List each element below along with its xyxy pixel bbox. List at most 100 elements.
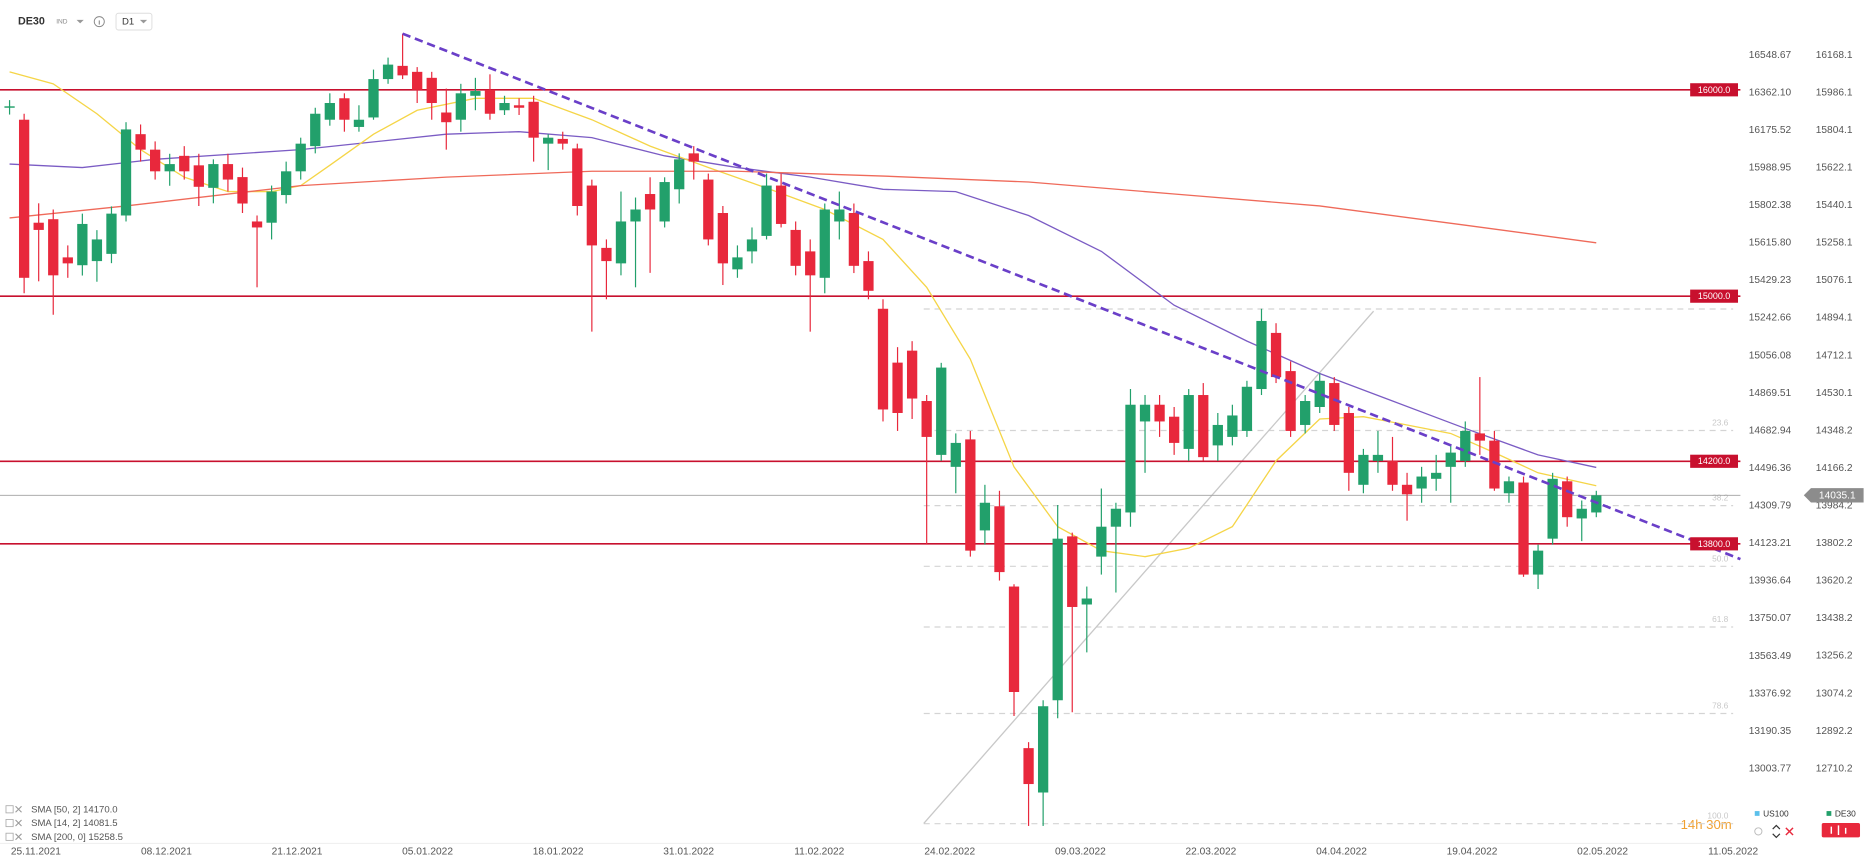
- visibility-icon[interactable]: [1754, 827, 1763, 836]
- timeframe-box[interactable]: [115, 12, 153, 31]
- candle-body: [1416, 476, 1427, 489]
- y-tick-label: 14530.1: [1816, 388, 1853, 399]
- y-tick-label: 15076.1: [1816, 275, 1853, 286]
- y-tick-label: 13802.2: [1816, 538, 1853, 549]
- symbol-dropdown[interactable]: [76, 19, 84, 24]
- candle-body: [703, 179, 714, 240]
- candle-body: [572, 148, 583, 206]
- candle-body: [1358, 454, 1369, 485]
- candle-body: [1314, 380, 1325, 407]
- info-icon[interactable]: [93, 16, 105, 28]
- candle-body: [1489, 440, 1500, 489]
- y2-tick-label: 15615.80: [1749, 238, 1792, 249]
- instrument-type: IND: [56, 18, 68, 25]
- candle-body: [179, 155, 190, 172]
- y2-tick-label: 14496.36: [1749, 463, 1792, 474]
- candle-body: [906, 350, 918, 399]
- x-tick-label: 11.05.2022: [1708, 846, 1758, 857]
- indicator-legend-icon: [5, 805, 14, 814]
- candle-body: [222, 164, 234, 180]
- candle-body: [499, 103, 510, 111]
- x-tick-label: 22.03.2022: [1186, 846, 1237, 857]
- levels-layer: [0, 88, 1741, 545]
- comparison-legend-label: DE30: [1835, 808, 1856, 818]
- candle-body: [77, 223, 88, 266]
- candle-body: [426, 77, 437, 104]
- candle-body: [1460, 430, 1471, 461]
- scale-icon[interactable]: [1772, 824, 1781, 839]
- x-tick-label: 09.03.2022: [1055, 846, 1106, 857]
- x-tick-label: 31.01.2022: [663, 846, 714, 857]
- candle-body: [1532, 550, 1544, 575]
- level-label: 13800.0: [1698, 539, 1730, 549]
- candle-body: [761, 185, 772, 236]
- indicator-legend-icon: [5, 832, 14, 841]
- indicator-legend-remove[interactable]: [15, 819, 22, 827]
- candle-body: [1547, 478, 1558, 539]
- candle-body: [819, 209, 830, 278]
- candle-body: [1562, 481, 1573, 518]
- indicator-legend-label: SMA [50, 2] 14170.0: [31, 804, 118, 815]
- indicator-legend-remove[interactable]: [15, 805, 22, 813]
- y2-tick-label: 14869.51: [1749, 388, 1792, 399]
- level-label-box: [1690, 289, 1739, 303]
- indicator-line: [9, 131, 1597, 469]
- timeframe[interactable]: D1: [122, 17, 134, 28]
- x-tick-label: 19.04.2022: [1447, 846, 1498, 857]
- y-tick-label: 16168.1: [1816, 50, 1853, 61]
- candle-body: [848, 213, 860, 266]
- candle-body: [412, 71, 423, 90]
- x-tick-label: 11.02.2022: [794, 846, 844, 857]
- candle-body: [586, 185, 598, 246]
- y-tick-label: 13620.2: [1816, 576, 1853, 587]
- candle-body: [455, 93, 466, 120]
- candle-body: [266, 191, 277, 223]
- x-tick-label: 02.05.2022: [1577, 846, 1628, 857]
- close-icon[interactable]: [1785, 827, 1794, 836]
- last-price-box: [1803, 488, 1864, 503]
- candle-body: [441, 112, 452, 123]
- candle-body: [965, 439, 976, 551]
- candle-body: [1372, 454, 1384, 461]
- timeframe-dropdown[interactable]: [139, 19, 148, 24]
- candles-layer: [4, 33, 1602, 826]
- candle-body: [732, 257, 743, 270]
- x-tick-label: 08.12.2021: [141, 846, 192, 857]
- candle-body: [1169, 416, 1180, 443]
- fib-level-label: 38.2: [1712, 493, 1729, 503]
- level-label: 14200.0: [1698, 456, 1730, 466]
- candle-body: [237, 177, 248, 204]
- y2-tick-label: 13936.64: [1749, 576, 1792, 587]
- candle-body: [644, 194, 656, 210]
- candle-body: [1008, 586, 1020, 693]
- fib-level-label: 23.6: [1712, 418, 1729, 428]
- candle-body: [1445, 452, 1456, 467]
- compare-button-icon: [1830, 825, 1847, 836]
- trend-line: [923, 310, 1375, 824]
- candle-body: [4, 106, 15, 108]
- y-tick-label: 15804.1: [1816, 125, 1853, 136]
- indicator-legend-remove[interactable]: [15, 833, 22, 841]
- candle-body: [1052, 538, 1063, 701]
- symbol[interactable]: DE30: [18, 15, 45, 27]
- y2-tick-label: 13750.07: [1749, 613, 1792, 624]
- candle-body: [1474, 433, 1485, 441]
- candle-body: [834, 209, 845, 222]
- candle-body: [208, 164, 219, 188]
- y-tick-label: 14348.2: [1816, 425, 1853, 436]
- y-tick-label: 12710.2: [1816, 763, 1853, 774]
- compare-button[interactable]: [1821, 823, 1861, 838]
- level-label-box: [1690, 454, 1739, 468]
- x-tick-label: 21.12.2021: [272, 846, 323, 857]
- y2-tick-label: 14309.79: [1749, 501, 1792, 512]
- candle-body: [368, 79, 379, 118]
- y-tick-label: 13074.2: [1816, 688, 1853, 699]
- candle-body: [1576, 508, 1587, 519]
- candle-body: [936, 367, 947, 455]
- level-label-box: [1690, 83, 1739, 97]
- candle-body: [295, 143, 306, 172]
- candle-body: [1037, 706, 1049, 793]
- y2-tick-label: 15429.23: [1749, 275, 1792, 286]
- candle-body: [1300, 401, 1311, 425]
- y-tick-label: 13984.2: [1816, 500, 1853, 511]
